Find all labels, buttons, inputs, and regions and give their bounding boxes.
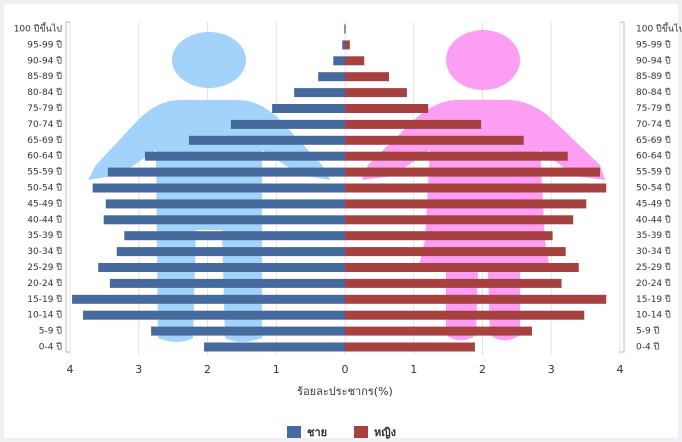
bar xyxy=(345,152,568,161)
y-tick-label: 5-9 ปี xyxy=(39,326,63,337)
bar xyxy=(345,263,579,272)
x-tick-label: 4 xyxy=(67,363,74,376)
y-tick-label: 50-54 ปี xyxy=(636,183,671,194)
y-tick-label: 40-44 ปี xyxy=(636,214,671,225)
bar xyxy=(345,311,584,320)
y-tick-label: 80-84 ปี xyxy=(27,87,62,98)
y-tick-label: 20-24 ปี xyxy=(27,278,62,289)
bar xyxy=(124,231,345,240)
x-tick-label: 2 xyxy=(204,363,211,376)
chart: ร้อยละประชากร(%) 0 1 1 2 2 3 3 4 4 0-4 ปี 0-4 ปี 5-… xyxy=(0,0,682,442)
y-tick-label: 50-54 ปี xyxy=(27,183,62,194)
y-tick-label: 70-74 ปี xyxy=(636,119,671,130)
y-tick-label: 80-84 ปี xyxy=(636,87,671,98)
x-tick-label: 0 xyxy=(342,363,349,376)
y-tick-label: 55-59 ปี xyxy=(636,167,671,178)
y-tick-label: 5-9 ปี xyxy=(636,326,660,337)
y-tick-label: 95-99 ปี xyxy=(27,39,62,50)
bar xyxy=(345,40,350,49)
x-tick-label: 1 xyxy=(273,363,280,376)
x-axis-title: ร้อยละประชากร(%) xyxy=(297,385,393,398)
y-tick-label: 90-94 ปี xyxy=(27,55,62,66)
bar xyxy=(345,136,524,145)
y-tick-label: 55-59 ปี xyxy=(27,167,62,178)
bar xyxy=(72,295,345,304)
bar xyxy=(272,104,345,113)
bar xyxy=(294,88,345,97)
bar xyxy=(93,184,345,193)
y-tick-label: 70-74 ปี xyxy=(27,119,62,130)
bar xyxy=(345,56,364,65)
y-tick-label: 35-39 ปี xyxy=(27,230,62,241)
bar xyxy=(189,136,345,145)
bar xyxy=(345,327,532,336)
bar xyxy=(345,279,562,288)
bar xyxy=(106,199,345,208)
y-tick-label: 95-99 ปี xyxy=(636,39,671,50)
bar xyxy=(151,327,345,336)
y-tick-label: 75-79 ปี xyxy=(27,103,62,114)
y-tick-label: 60-64 ปี xyxy=(27,151,62,162)
bar xyxy=(345,88,407,97)
legend-swatch xyxy=(287,426,301,438)
y-tick-label: 90-94 ปี xyxy=(636,55,671,66)
bar xyxy=(108,168,345,177)
bar xyxy=(231,120,345,129)
y-tick-label: 60-64 ปี xyxy=(636,151,671,162)
bar xyxy=(345,184,606,193)
bar xyxy=(345,72,389,81)
bar xyxy=(342,40,345,49)
y-tick-label: 15-19 ปี xyxy=(636,294,671,305)
x-tick-label: 4 xyxy=(617,363,624,376)
y-tick-label: 65-69 ปี xyxy=(636,135,671,146)
y-tick-label: 10-14 ปี xyxy=(636,310,671,321)
bar xyxy=(98,263,345,272)
y-tick-label: 15-19 ปี xyxy=(27,294,62,305)
y-tick-label: 20-24 ปี xyxy=(636,278,671,289)
bar xyxy=(318,72,345,81)
y-tick-label: 45-49 ปี xyxy=(636,198,671,209)
bar xyxy=(333,56,345,65)
bar xyxy=(345,120,481,129)
y-tick-label: 35-39 ปี xyxy=(636,230,671,241)
bar xyxy=(344,25,345,34)
y-tick-label: 40-44 ปี xyxy=(27,214,62,225)
y-tick-label: 10-14 ปี xyxy=(27,310,62,321)
legend-label: หญิง xyxy=(374,426,396,439)
x-tick-label: 3 xyxy=(135,363,142,376)
bar xyxy=(345,168,600,177)
bar xyxy=(345,231,553,240)
bar xyxy=(345,343,475,352)
y-tick-label: 25-29 ปี xyxy=(27,262,62,273)
bar xyxy=(345,247,566,256)
bar xyxy=(110,279,345,288)
y-tick-label: 30-34 ปี xyxy=(636,246,671,257)
bar xyxy=(345,104,428,113)
legend-label: ชาย xyxy=(307,426,327,439)
y-tick-label: 0-4 ปี xyxy=(636,342,660,353)
y-tick-label: 85-89 ปี xyxy=(636,71,671,82)
bar xyxy=(345,25,346,34)
y-tick-label: 65-69 ปี xyxy=(27,135,62,146)
y-tick-label: 25-29 ปี xyxy=(636,262,671,273)
y-tick-label: 0-4 ปี xyxy=(39,342,63,353)
bar xyxy=(345,215,573,224)
bar xyxy=(83,311,345,320)
legend-swatch xyxy=(354,426,368,438)
bar xyxy=(145,152,345,161)
y-tick-label: 75-79 ปี xyxy=(636,103,671,114)
bar xyxy=(117,247,345,256)
x-tick-label: 2 xyxy=(479,363,486,376)
y-tick-label: 45-49 ปี xyxy=(27,198,62,209)
bar xyxy=(204,343,345,352)
y-tick-label: 30-34 ปี xyxy=(27,246,62,257)
y-tick-label: 85-89 ปี xyxy=(27,71,62,82)
x-tick-label: 3 xyxy=(548,363,555,376)
bar xyxy=(345,295,606,304)
bar xyxy=(345,199,586,208)
bar xyxy=(104,215,345,224)
x-tick-label: 1 xyxy=(410,363,417,376)
